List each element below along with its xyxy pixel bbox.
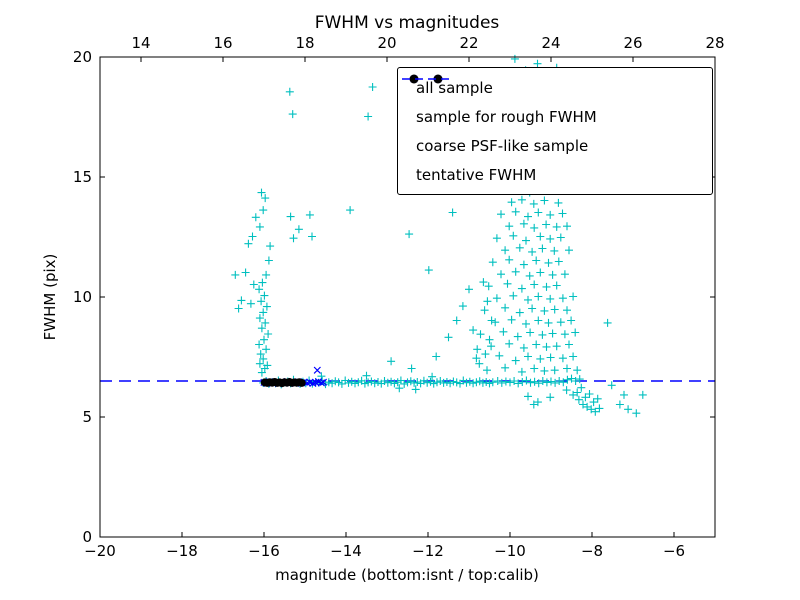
legend-item: coarse PSF-like sample [406, 74, 704, 160]
svg-text:20: 20 [377, 34, 396, 52]
legend-item: sample for rough FWHM [406, 75, 704, 131]
svg-text:0: 0 [82, 528, 92, 546]
svg-text:−20: −20 [84, 542, 116, 560]
svg-text:−16: −16 [248, 542, 280, 560]
dashed-line-icon [402, 78, 450, 80]
legend-item: tentative FWHM [402, 78, 704, 189]
legend-label: coarse PSF-like sample [416, 136, 589, 155]
svg-text:26: 26 [623, 34, 642, 52]
svg-text:24: 24 [541, 34, 560, 52]
legend-label: tentative FWHM [416, 165, 537, 184]
x-axis-label: magnitude (bottom:isnt / top:calib) [275, 566, 539, 584]
svg-text:−8: −8 [581, 542, 603, 560]
legend-label: all sample [416, 78, 493, 97]
psf-sample-points [260, 378, 306, 388]
svg-text:16: 16 [213, 34, 232, 52]
svg-text:20: 20 [73, 48, 92, 66]
x-top-axis-ticks: 14 16 18 20 22 24 26 28 [131, 34, 725, 62]
svg-text:10: 10 [73, 288, 92, 306]
plot-title: FWHM vs magnitudes [315, 13, 500, 33]
svg-text:14: 14 [131, 34, 150, 52]
svg-text:5: 5 [82, 408, 92, 426]
svg-text:22: 22 [459, 34, 478, 52]
svg-text:28: 28 [705, 34, 724, 52]
svg-text:−12: −12 [412, 542, 444, 560]
svg-text:18: 18 [295, 34, 314, 52]
legend: all sample sample for rough FWHM coarse … [397, 67, 713, 195]
svg-text:15: 15 [73, 168, 92, 186]
legend-label: sample for rough FWHM [416, 107, 597, 126]
x-bottom-axis-ticks: −20 −18 −16 −14 −12 −10 −8 −6 [84, 532, 685, 560]
y-axis-ticks: 0 5 10 15 20 [73, 48, 715, 546]
svg-text:−18: −18 [166, 542, 198, 560]
svg-text:−6: −6 [663, 542, 685, 560]
svg-text:−14: −14 [330, 542, 362, 560]
dot-marker-icon [409, 74, 443, 84]
svg-text:−10: −10 [494, 542, 526, 560]
y-axis-label: FWHM (pix) [41, 254, 59, 341]
